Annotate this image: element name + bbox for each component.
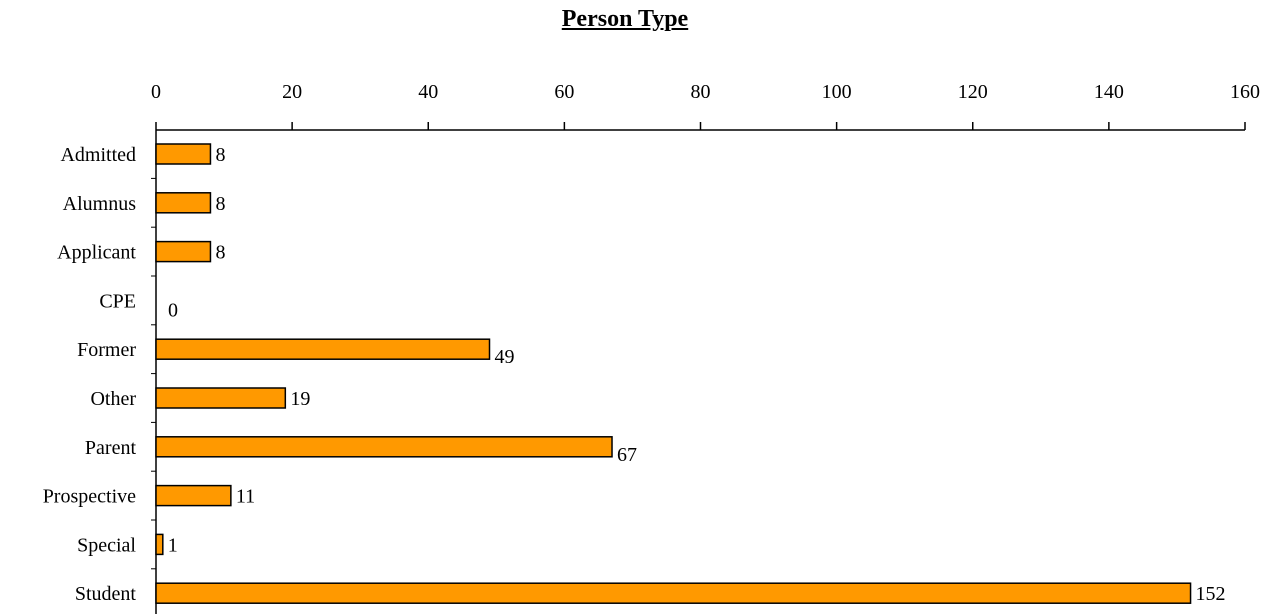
x-tick-label: 120 [958, 81, 988, 103]
bar [155, 240, 212, 263]
data-label: 8 [215, 242, 225, 264]
category-label: Student [75, 583, 137, 605]
data-label: 8 [215, 144, 225, 166]
data-label: 19 [290, 388, 310, 410]
x-tick-label: 0 [151, 81, 161, 103]
bar [155, 387, 287, 409]
x-tick-label: 160 [1230, 81, 1260, 103]
data-label: 8 [215, 193, 225, 215]
category-label: CPE [99, 290, 136, 312]
category-label: Admitted [60, 144, 136, 166]
bar [155, 338, 491, 360]
data-label: 152 [1196, 583, 1226, 605]
x-tick-label: 40 [418, 81, 438, 103]
category-label: Former [77, 339, 136, 361]
bar [155, 582, 1192, 604]
category-label: Applicant [57, 242, 136, 264]
category-label: Special [77, 534, 136, 556]
bar [155, 533, 164, 556]
data-label: 49 [495, 346, 515, 368]
x-tick-label: 140 [1094, 81, 1124, 103]
category-label: Prospective [43, 486, 136, 508]
bar [155, 436, 613, 458]
data-label: 11 [236, 486, 255, 508]
bar [155, 143, 212, 165]
chart-title: Person Type [561, 6, 689, 32]
axis-layer: 0 20 40 60 80 100 120 140 160 [151, 81, 1260, 614]
x-tick-label: 80 [691, 81, 711, 103]
labels-layer: Admitted 8 Alumnus 8 Applicant 8 CPE 0 Former 49 O… [43, 144, 1226, 605]
category-label: Other [90, 388, 136, 410]
data-label: 1 [168, 534, 178, 556]
x-tick-label: 100 [822, 81, 852, 103]
bar [155, 192, 212, 214]
x-tick-label: 60 [554, 81, 574, 103]
data-label: 67 [617, 444, 637, 466]
bars-layer [155, 143, 1192, 604]
x-tick-label: 20 [282, 81, 302, 103]
bar [155, 484, 232, 507]
data-label: 0 [168, 299, 178, 321]
category-label: Alumnus [63, 193, 137, 215]
category-label: Parent [85, 437, 137, 459]
